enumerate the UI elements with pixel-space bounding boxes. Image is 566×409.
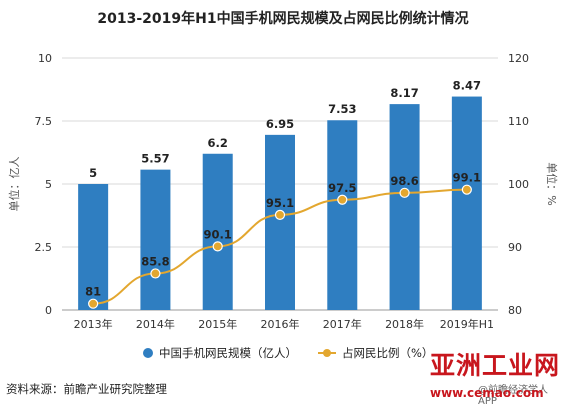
bar-data-label: 6.2 <box>208 136 228 150</box>
bar-data-label: 5 <box>89 166 97 180</box>
y-tick-label-right: 90 <box>508 241 522 254</box>
ratio-point <box>212 241 223 252</box>
ratio-point <box>274 209 286 220</box>
x-tick-label: 2016年 <box>261 317 300 331</box>
y-tick-label-right: 110 <box>508 115 529 128</box>
watermark-site: www.cemao.com <box>430 386 544 400</box>
y-tick-label-left: 10 <box>38 52 52 65</box>
y-tick-label-left: 7.5 <box>35 115 53 128</box>
x-tick-label: 2017年 <box>323 317 362 331</box>
y-tick-label-right: 80 <box>508 304 522 317</box>
source-note: 资料来源：前瞻产业研究院整理 <box>6 382 167 396</box>
bar <box>389 104 420 310</box>
bar <box>451 96 482 310</box>
ratio-point <box>88 298 99 309</box>
ratio-point <box>150 268 161 279</box>
x-tick-label: 2014年 <box>136 317 175 331</box>
x-tick-label: 2019年H1 <box>440 317 494 331</box>
y-tick-label-right: 120 <box>508 52 529 65</box>
bar <box>140 169 171 310</box>
legend-bar-label: 中国手机网民规模（亿人） <box>159 346 297 360</box>
line-data-label: 85.8 <box>141 254 169 268</box>
x-tick-label: 2013年 <box>74 317 113 331</box>
watermark-brand: 亚洲工业网 <box>430 351 561 380</box>
bar-data-label: 5.57 <box>141 152 169 166</box>
line-data-label: 98.6 <box>390 174 418 188</box>
line-data-label: 90.1 <box>204 227 232 241</box>
y-axis-title-right: 单位：% <box>545 162 559 205</box>
bar <box>202 153 233 310</box>
bar-data-label: 8.47 <box>453 79 481 93</box>
y-tick-label-left: 2.5 <box>35 241 53 254</box>
legend-bar-swatch <box>143 348 153 358</box>
line-data-label: 81 <box>85 285 101 299</box>
line-data-label: 97.5 <box>328 181 356 195</box>
chart-title: 2013-2019年H1中国手机网民规模及占网民比例统计情况 <box>97 11 469 27</box>
y-axis-title-left: 单位：亿人 <box>7 157 21 212</box>
y-tick-label-left: 0 <box>45 304 52 317</box>
bar-data-label: 8.17 <box>390 86 418 100</box>
y-tick-label-right: 100 <box>508 178 529 191</box>
ratio-point <box>337 194 348 205</box>
ratio-point <box>399 187 410 198</box>
bar-data-label: 6.95 <box>266 117 294 131</box>
ratio-point <box>461 184 472 195</box>
line-data-label: 99.1 <box>453 171 481 185</box>
bar <box>78 184 109 310</box>
y-tick-label-left: 5 <box>45 178 52 191</box>
legend-line-marker <box>323 349 331 357</box>
legend-line-label: 占网民比例（%） <box>342 346 433 360</box>
watermark-app: @前瞻经济学人APP <box>478 385 548 407</box>
line-data-label: 95.1 <box>266 196 294 210</box>
bar-data-label: 7.53 <box>328 102 356 116</box>
x-tick-label: 2015年 <box>198 317 237 331</box>
bar <box>265 134 295 310</box>
bar <box>327 120 358 310</box>
x-tick-label: 2018年 <box>385 317 424 331</box>
